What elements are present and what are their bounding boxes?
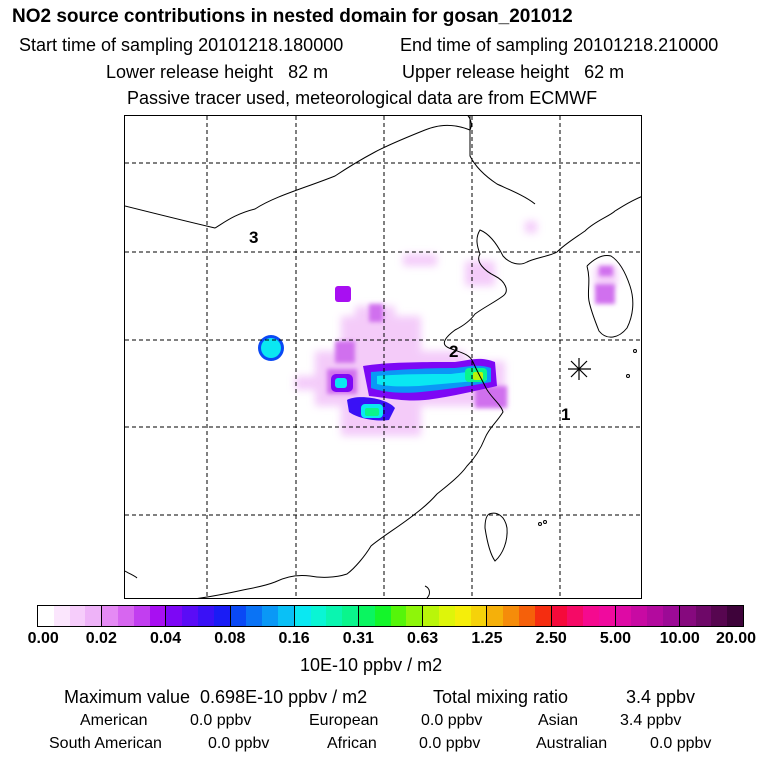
total-mixing-label: Total mixing ratio — [433, 687, 569, 707]
color-swatch — [406, 606, 423, 626]
map-panel: 1 2 3 — [124, 115, 642, 599]
color-swatch — [149, 606, 166, 626]
coastlines — [125, 116, 641, 598]
color-scale-segment — [551, 606, 616, 626]
color-swatch — [438, 606, 455, 626]
color-swatch — [262, 606, 278, 626]
color-scale-segment — [487, 606, 552, 626]
color-swatch — [182, 606, 198, 626]
color-swatch — [663, 606, 679, 626]
color-swatch — [470, 606, 487, 626]
color-scale-segment — [166, 606, 231, 626]
maximum-value: Maximum value 0.698E-10 ppbv / m2 — [64, 687, 368, 707]
region-label-1: 1 — [561, 405, 570, 424]
color-swatch — [711, 606, 728, 626]
total-mixing-value: 3.4 ppbv — [626, 687, 696, 707]
color-scale-unit: 10E-10 ppbv / m2 — [300, 655, 443, 675]
map-canvas: 1 2 3 — [125, 116, 641, 598]
color-scale-tick: 0.63 — [407, 630, 439, 647]
asian-value: 3.4 ppbv — [620, 712, 682, 729]
color-swatch — [454, 606, 471, 626]
color-scale-tick: 0.04 — [149, 630, 182, 647]
color-swatch — [679, 606, 696, 626]
australian-label: Australian — [536, 735, 608, 752]
color-swatch — [534, 606, 551, 626]
color-swatch — [615, 606, 632, 626]
asian-label: Asian — [538, 712, 579, 729]
region-label-3: 3 — [249, 228, 258, 247]
start-time-label: Start time of sampling 20101218.180000 — [19, 35, 344, 55]
color-scale-tick: 0.00 — [27, 630, 59, 647]
south-american-label: South American — [49, 735, 162, 752]
color-scale-tick: 0.16 — [278, 630, 310, 647]
color-swatch — [583, 606, 599, 626]
color-swatch — [503, 606, 519, 626]
color-swatch — [631, 606, 648, 626]
color-swatch — [133, 606, 150, 626]
color-scale-segment — [102, 606, 167, 626]
color-swatch — [358, 606, 375, 626]
color-scale-segment — [615, 606, 680, 626]
color-scale-tick: 5.00 — [599, 630, 632, 647]
color-swatch — [551, 606, 568, 626]
upper-release-height-label: Upper release height 62 m — [402, 62, 625, 82]
color-swatch — [69, 606, 86, 626]
color-swatch — [518, 606, 535, 626]
european-label: European — [309, 712, 379, 729]
color-swatch — [53, 606, 70, 626]
color-scale-tick: 0.31 — [342, 630, 374, 647]
color-swatch — [246, 606, 263, 626]
european-value: 0.0 ppbv — [421, 712, 483, 729]
color-swatch — [567, 606, 584, 626]
color-swatch — [197, 606, 214, 626]
color-swatch — [38, 606, 54, 626]
lower-release-height-label: Lower release height 82 m — [106, 62, 329, 82]
color-swatch — [117, 606, 134, 626]
color-scale-segment — [294, 606, 359, 626]
color-swatch — [423, 606, 439, 626]
color-scale-segment — [423, 606, 488, 626]
color-scale-tick: 0.02 — [85, 630, 117, 647]
african-value: 0.0 ppbv — [419, 735, 481, 752]
color-scale-bar — [37, 605, 744, 627]
color-swatch — [390, 606, 407, 626]
color-scale-tick: 1.25 — [471, 630, 503, 647]
american-label: American — [80, 712, 148, 729]
color-scale-tick: 0.08 — [214, 630, 246, 647]
color-swatch — [213, 606, 230, 626]
region-label-2: 2 — [449, 342, 458, 361]
color-swatch — [647, 606, 664, 626]
map-title: NO2 source contributions in nested domai… — [12, 6, 573, 27]
color-scale-segment — [230, 606, 295, 626]
color-swatch — [310, 606, 327, 626]
american-value: 0.0 ppbv — [190, 712, 252, 729]
african-label: African — [327, 735, 377, 752]
color-swatch — [326, 606, 343, 626]
color-swatch — [277, 606, 294, 626]
color-swatch — [598, 606, 615, 626]
color-scale-tick: 20.00 — [715, 630, 757, 647]
color-swatch — [695, 606, 712, 626]
color-swatch — [230, 606, 247, 626]
plume-low-concentration — [295, 221, 617, 436]
color-swatch — [294, 606, 311, 626]
australian-value: 0.0 ppbv — [650, 735, 712, 752]
end-time-label: End time of sampling 20101218.210000 — [400, 35, 719, 55]
color-swatch — [727, 606, 744, 626]
color-swatch — [487, 606, 504, 626]
asterisk-icon — [568, 358, 591, 380]
color-scale-tick: 10.00 — [659, 630, 700, 647]
color-swatch — [102, 606, 118, 626]
color-scale-segment — [679, 606, 744, 626]
graticule — [125, 116, 641, 598]
color-scale-segment — [38, 606, 103, 626]
tracer-note: Passive tracer used, meteorological data… — [127, 88, 598, 108]
south-american-value: 0.0 ppbv — [208, 735, 270, 752]
color-swatch — [342, 606, 358, 626]
color-swatch — [85, 606, 102, 626]
color-swatch — [374, 606, 391, 626]
color-scale-segment — [358, 606, 424, 626]
color-swatch — [166, 606, 183, 626]
color-scale-tick: 2.50 — [535, 630, 567, 647]
